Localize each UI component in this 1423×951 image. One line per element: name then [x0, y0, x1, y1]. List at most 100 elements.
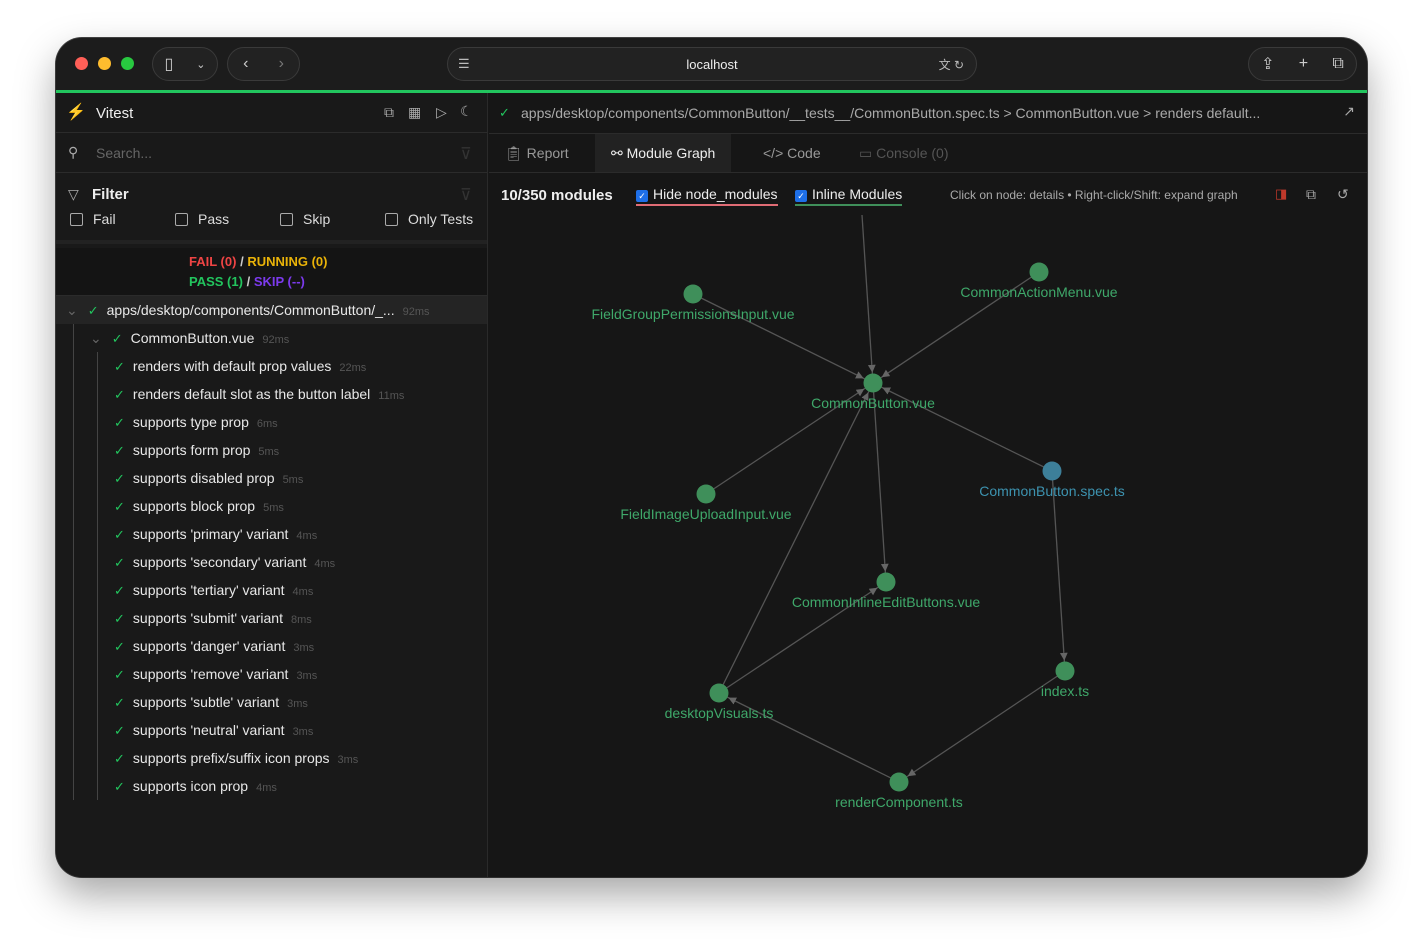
- graph-node-label[interactable]: FieldImageUploadInput.vue: [620, 506, 791, 522]
- run-all-icon[interactable]: ▷: [436, 104, 447, 120]
- pass-check-icon: ✓: [114, 443, 125, 458]
- pass-check-icon: ✓: [114, 471, 125, 486]
- test-item[interactable]: ✓ renders with default prop values 22ms: [114, 352, 366, 380]
- test-item[interactable]: ✓ supports block prop 5ms: [114, 492, 284, 520]
- search-icon: ⚲: [68, 144, 79, 160]
- graph-node[interactable]: [696, 484, 716, 504]
- clear-search-icon[interactable]: ⊽: [460, 146, 472, 163]
- test-item[interactable]: ✓ supports prefix/suffix icon props 3ms: [114, 744, 358, 772]
- clipboard-icon: 📋︎: [505, 145, 527, 161]
- test-duration: 4ms: [256, 782, 277, 794]
- back-button[interactable]: ‹: [243, 55, 249, 72]
- graph-node[interactable]: [1042, 461, 1062, 481]
- pass-check-icon: ✓: [114, 611, 125, 626]
- graph-node[interactable]: [709, 683, 729, 703]
- test-duration: 3ms: [292, 726, 314, 738]
- test-label: supports form prop: [132, 442, 251, 458]
- test-item[interactable]: ✓ supports form prop 5ms: [114, 436, 279, 464]
- reset-icon[interactable]: ↺: [1337, 186, 1349, 202]
- graph-node-label[interactable]: desktopVisuals.ts: [665, 705, 774, 721]
- graph-node[interactable]: [1055, 661, 1075, 681]
- test-item[interactable]: ✓ supports 'submit' variant 8ms: [114, 604, 312, 632]
- forward-button[interactable]: ›: [278, 55, 284, 72]
- graph-node[interactable]: [876, 572, 896, 592]
- filter-only-tests-checkbox[interactable]: Only Tests: [385, 211, 473, 227]
- open-external-icon[interactable]: ↗: [1343, 103, 1355, 119]
- tab-code[interactable]: </> Code: [763, 145, 821, 161]
- zoom-button[interactable]: [121, 57, 134, 70]
- toggle-panel-icon[interactable]: ◨: [1275, 186, 1288, 201]
- vitest-logo-icon: ⚡: [66, 104, 86, 121]
- pass-check-icon: ✓: [114, 667, 125, 682]
- filter-fail-checkbox[interactable]: Fail: [70, 211, 116, 227]
- filter-pass-checkbox[interactable]: Pass: [175, 211, 229, 227]
- graph-node[interactable]: [889, 772, 909, 792]
- pass-check-icon: ✓: [114, 555, 125, 570]
- test-item[interactable]: ✓ supports 'secondary' variant 4ms: [114, 548, 335, 576]
- test-item[interactable]: ✓ supports 'subtle' variant 3ms: [114, 688, 308, 716]
- graph-node[interactable]: [863, 373, 883, 393]
- tab-console[interactable]: ▭ Console (0): [859, 145, 949, 161]
- graph-node-label[interactable]: index.ts: [1041, 683, 1089, 699]
- test-item[interactable]: ✓ supports type prop 6ms: [114, 408, 278, 436]
- filter-skip-checkbox[interactable]: Skip: [280, 211, 330, 227]
- page-menu-icon: ☰: [458, 56, 470, 71]
- graph-node[interactable]: [1029, 262, 1049, 282]
- new-tab-icon[interactable]: +: [1298, 55, 1309, 72]
- test-duration: 11ms: [378, 390, 405, 402]
- address-bar[interactable]: ☰ localhost 文 ↻: [447, 47, 977, 81]
- dark-mode-icon[interactable]: ☾: [460, 103, 473, 119]
- translate-reload-icon[interactable]: 文 ↻: [938, 57, 964, 72]
- minimize-button[interactable]: [98, 57, 111, 70]
- test-item[interactable]: ✓ supports 'tertiary' variant 4ms: [114, 576, 313, 604]
- test-item[interactable]: ✓ renders default slot as the button labe…: [114, 380, 404, 408]
- test-duration: 4ms: [314, 558, 336, 570]
- graph-node-label[interactable]: FieldGroupPermissionsInput.vue: [591, 306, 794, 322]
- test-item[interactable]: ✓ supports 'remove' variant 3ms: [114, 660, 317, 688]
- test-duration: 8ms: [290, 614, 312, 626]
- pass-check-icon: ✓: [114, 779, 125, 794]
- graph-node-label[interactable]: CommonButton.vue: [811, 395, 935, 411]
- test-item[interactable]: ✓ supports 'neutral' variant 3ms: [114, 716, 313, 744]
- test-duration: 5ms: [258, 446, 280, 458]
- clear-filter-icon[interactable]: ⊽: [460, 187, 472, 204]
- test-label: supports prefix/suffix icon props: [132, 750, 330, 766]
- graph-edge: [692, 293, 874, 384]
- close-button[interactable]: [75, 57, 88, 70]
- inline-modules-checkbox[interactable]: ✓ Inline Modules: [795, 186, 903, 206]
- pass-check-icon: ✓: [114, 583, 125, 598]
- test-item[interactable]: ✓ supports 'primary' variant 4ms: [114, 520, 317, 548]
- tabs-overview-icon[interactable]: ⧉: [1332, 55, 1344, 72]
- graph-node-label[interactable]: CommonActionMenu.vue: [960, 284, 1117, 300]
- graph-node-label[interactable]: CommonInlineEditButtons.vue: [792, 594, 981, 610]
- tree-suite-item[interactable]: ⌄ ✓ CommonButton.vue 92ms: [90, 330, 290, 346]
- module-graph: FieldGroupPermissionsInput.vue CommonActi…: [591, 214, 1125, 810]
- filter-icon: ▽: [68, 186, 79, 202]
- test-label: supports type prop: [132, 414, 249, 430]
- pass-check-icon: ✓: [114, 387, 125, 402]
- collapse-all-icon[interactable]: ⧉: [384, 104, 394, 120]
- test-label: supports 'tertiary' variant: [132, 582, 285, 598]
- test-duration: 3ms: [296, 670, 318, 682]
- hide-node-modules-checkbox[interactable]: ✓ Hide node_modules: [636, 186, 778, 206]
- test-item[interactable]: ✓ supports 'danger' variant 3ms: [114, 632, 314, 660]
- sidebar-toggle-button[interactable]: ▯ ⌄: [152, 47, 218, 81]
- tab-module-graph[interactable]: ⚯ Module Graph: [595, 134, 732, 172]
- search-input[interactable]: ⚲ Search... ⊽: [56, 133, 487, 173]
- graph-edge: [861, 214, 876, 384]
- tab-report[interactable]: 📋︎ Report: [505, 145, 569, 161]
- test-item[interactable]: ✓ supports disabled prop 5ms: [114, 464, 303, 492]
- test-status-summary: FAIL (0) / RUNNING (0) PASS (1) / SKIP (…: [56, 248, 487, 296]
- chevron-down-icon: ⌄: [196, 58, 206, 71]
- test-duration: 5ms: [263, 502, 284, 514]
- graph-node-label[interactable]: renderComponent.ts: [835, 794, 963, 810]
- graph-node[interactable]: [683, 284, 703, 304]
- coverage-icon[interactable]: ▦: [408, 104, 422, 120]
- browser-window: ▯ ⌄ ‹ › ☰ localhost 文 ↻ ⇪ + ⧉ ⚡ Vitest ⧉ ▦ ▷ ☾…: [56, 38, 1367, 877]
- test-item[interactable]: ✓ supports icon prop 4ms: [114, 772, 277, 800]
- tree-file-item[interactable]: ⌄ ✓ apps/desktop/components/CommonButton/_…: [56, 296, 487, 324]
- pass-check-icon: ✓: [114, 527, 125, 542]
- layout-icon[interactable]: ⧉: [1306, 186, 1316, 202]
- share-icon[interactable]: ⇪: [1261, 56, 1275, 73]
- graph-node-label[interactable]: CommonButton.spec.ts: [979, 483, 1125, 499]
